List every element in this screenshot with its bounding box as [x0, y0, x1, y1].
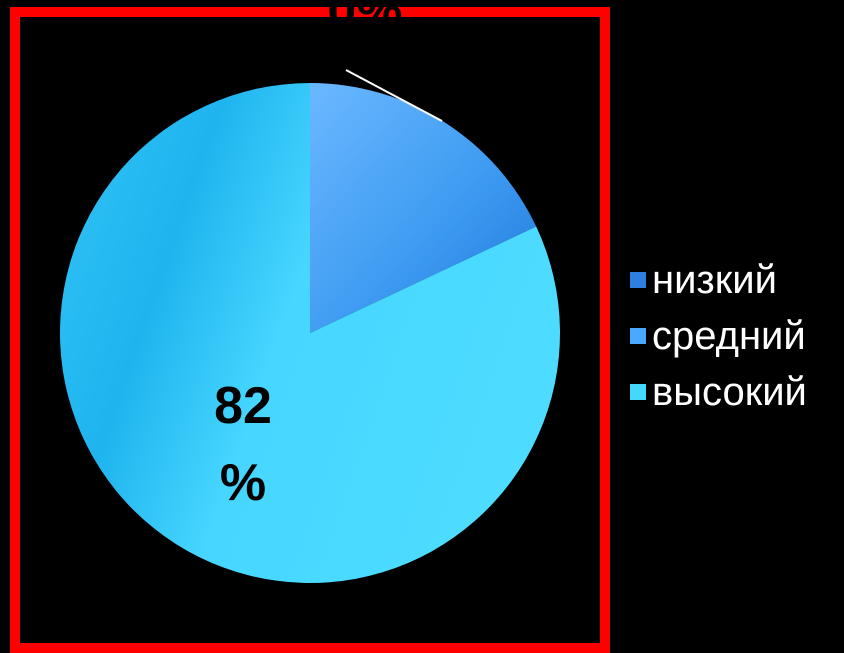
legend-label-vysokiy: высокий — [652, 370, 807, 414]
chart-legend: низкий средний высокий — [630, 252, 807, 420]
legend-item-vysokiy: высокий — [630, 364, 807, 420]
legend-item-sredniy: средний — [630, 308, 807, 364]
slice-label-nizkiy: 0% — [327, 0, 402, 40]
legend-item-nizkiy: низкий — [630, 252, 807, 308]
slice-label-vysokiy-number: 82 — [214, 377, 272, 435]
slice-label-vysokiy-unit: % — [220, 454, 266, 512]
chart-frame — [10, 7, 610, 653]
legend-label-nizkiy: низкий — [652, 258, 777, 302]
pie-slice-sredniy — [310, 83, 537, 333]
legend-swatch-vysokiy — [630, 384, 646, 400]
pie-slice-vysokiy — [60, 83, 561, 583]
legend-swatch-sredniy — [630, 328, 646, 344]
leader-line — [345, 69, 443, 122]
legend-label-sredniy: средний — [652, 314, 806, 358]
pie-slices — [60, 83, 561, 583]
legend-swatch-nizkiy — [630, 272, 646, 288]
